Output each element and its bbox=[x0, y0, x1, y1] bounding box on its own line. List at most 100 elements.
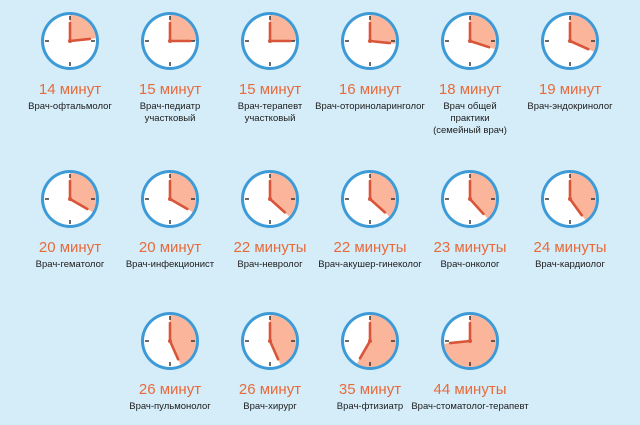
clock-card: 44 минуты Врач-стоматолог-терапевт bbox=[410, 306, 530, 413]
time-sector bbox=[270, 315, 296, 365]
clock-hand bbox=[368, 197, 387, 214]
clock-icon bbox=[141, 170, 199, 228]
clock-hand bbox=[168, 197, 189, 211]
clock-hub bbox=[568, 39, 572, 43]
specialty-label: Врач-невролог bbox=[237, 259, 303, 270]
clock-card: 19 минут Врач-эндокринолог bbox=[510, 6, 630, 113]
minutes-label: 15 минут bbox=[138, 81, 202, 98]
specialty-label: Врач-педиатр участковый bbox=[139, 101, 201, 124]
clock-card: 15 минут Врач-терапевт участковый bbox=[210, 6, 330, 125]
specialty-label: Врач-оториноларинголог bbox=[315, 101, 425, 112]
clock-icon bbox=[441, 12, 499, 70]
specialty-label: Врач-стоматолог-терапевт bbox=[411, 401, 529, 412]
time-sector bbox=[270, 173, 297, 217]
clock-icon bbox=[541, 12, 599, 70]
clock-icon bbox=[241, 12, 299, 70]
minutes-label: 20 минут bbox=[138, 239, 202, 256]
clock-icon bbox=[41, 170, 99, 228]
clock-hub bbox=[68, 197, 72, 201]
clock-icon bbox=[241, 170, 299, 228]
minutes-label: 18 минут bbox=[438, 81, 502, 98]
minutes-label: 22 минуты bbox=[333, 239, 407, 256]
clock-hub bbox=[168, 339, 172, 343]
minutes-label: 14 минут bbox=[38, 81, 102, 98]
clock-card: 24 минуты Врач-кардиолог bbox=[510, 164, 630, 271]
minutes-label: 16 минут bbox=[338, 81, 402, 98]
clock-hub bbox=[268, 339, 272, 343]
clock-hub bbox=[468, 39, 472, 43]
clock-card: 15 минут Врач-педиатр участковый bbox=[110, 6, 230, 125]
clock-hand bbox=[368, 39, 392, 45]
time-sector bbox=[570, 173, 596, 221]
specialty-label: Врач-пульмонолог bbox=[129, 401, 211, 412]
clock-hand bbox=[568, 39, 590, 51]
specialty-label: Врач-кардиолог bbox=[535, 259, 605, 270]
clock-hub bbox=[468, 197, 472, 201]
clock-card: 20 минут Врач-гематолог bbox=[10, 164, 130, 271]
clock-icon bbox=[341, 312, 399, 370]
specialty-label: Врач общей практики (семейный врач) bbox=[433, 101, 507, 136]
clock-hand bbox=[358, 339, 372, 360]
clock-card: 16 минут Врач-оториноларинголог bbox=[310, 6, 430, 113]
specialty-label: Врач-инфекционист bbox=[125, 259, 215, 270]
time-sector bbox=[357, 315, 396, 367]
clock-hand bbox=[68, 37, 92, 43]
clock-hub bbox=[268, 39, 272, 43]
clock-card: 35 минут Врач-фтизиатр bbox=[310, 306, 430, 413]
minutes-label: 23 минуты bbox=[433, 239, 507, 256]
clock-hand bbox=[268, 339, 280, 361]
clock-card: 22 минуты Врач-акушер-гинеколог bbox=[310, 164, 430, 271]
specialty-label: Врач-терапевт участковый bbox=[237, 101, 303, 124]
clock-card: 22 минуты Врач-невролог bbox=[210, 164, 330, 271]
specialty-label: Врач-акушер-гинеколог bbox=[318, 259, 422, 270]
clock-icon bbox=[241, 312, 299, 370]
clock-hub bbox=[368, 197, 372, 201]
specialty-label: Врач-онколог bbox=[440, 259, 500, 270]
clock-card: 20 минут Врач-инфекционист bbox=[110, 164, 230, 271]
clock-icon bbox=[541, 170, 599, 228]
minutes-label: 26 минут bbox=[238, 381, 302, 398]
clock-icon bbox=[441, 312, 499, 370]
clock-hand bbox=[468, 39, 491, 49]
specialty-label: Врач-эндокринолог bbox=[527, 101, 613, 112]
time-sector bbox=[370, 173, 397, 217]
clock-icon bbox=[141, 312, 199, 370]
minutes-label: 22 минуты bbox=[233, 239, 307, 256]
clock-hub bbox=[268, 197, 272, 201]
clock-card: 23 минуты Врач-онколог bbox=[410, 164, 530, 271]
time-sector bbox=[370, 15, 397, 44]
clock-hand bbox=[568, 197, 584, 217]
clock-hub bbox=[368, 339, 372, 343]
clock-card: 14 минут Врач-офтальмолог bbox=[10, 6, 130, 113]
time-sector bbox=[170, 15, 196, 41]
time-sector bbox=[170, 315, 196, 365]
minutes-label: 15 минут bbox=[238, 81, 302, 98]
clock-icon bbox=[41, 12, 99, 70]
time-sector bbox=[70, 15, 96, 41]
clock-icon bbox=[141, 12, 199, 70]
clock-hub bbox=[368, 39, 372, 43]
minutes-label: 24 минуты bbox=[533, 239, 607, 256]
clock-card: 26 минут Врач-пульмонолог bbox=[110, 306, 230, 413]
clock-hand bbox=[268, 197, 287, 214]
specialty-label: Врач-гематолог bbox=[35, 259, 105, 270]
clock-card: 18 минут Врач общей практики (семейный вр… bbox=[410, 6, 530, 137]
minutes-label: 44 минуты bbox=[433, 381, 507, 398]
specialty-label: Врач-хирург bbox=[243, 401, 297, 412]
minutes-label: 35 минут bbox=[338, 381, 402, 398]
time-sector bbox=[570, 15, 596, 52]
clock-hub bbox=[568, 197, 572, 201]
minutes-label: 26 минут bbox=[138, 381, 202, 398]
time-sector bbox=[270, 15, 296, 41]
time-sector bbox=[470, 173, 497, 219]
clock-hub bbox=[168, 197, 172, 201]
minutes-label: 19 минут bbox=[538, 81, 602, 98]
clock-hub bbox=[68, 39, 72, 43]
clock-hub bbox=[468, 339, 472, 343]
clock-card: 26 минут Врач-хирург bbox=[210, 306, 330, 413]
clock-hub bbox=[168, 39, 172, 43]
clock-hand bbox=[468, 197, 485, 216]
clock-icon bbox=[341, 170, 399, 228]
specialty-label: Врач-фтизиатр bbox=[336, 401, 404, 412]
clock-hand bbox=[168, 339, 180, 361]
